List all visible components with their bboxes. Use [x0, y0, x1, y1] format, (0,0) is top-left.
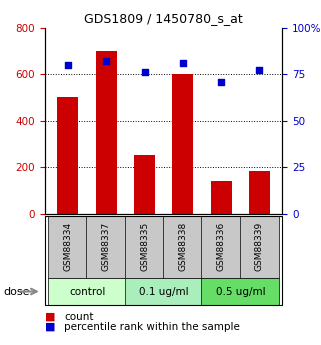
- Bar: [96, 51, 117, 214]
- Point: [104, 58, 109, 64]
- Text: 0.5 ug/ml: 0.5 ug/ml: [215, 287, 265, 296]
- Text: GSM88334: GSM88334: [64, 222, 73, 271]
- Text: GSM88338: GSM88338: [178, 222, 187, 271]
- Point: [219, 79, 224, 85]
- Text: GSM88336: GSM88336: [217, 222, 226, 271]
- Text: count: count: [64, 312, 94, 322]
- Text: GSM88339: GSM88339: [255, 222, 264, 271]
- Text: ■: ■: [45, 312, 56, 322]
- Text: percentile rank within the sample: percentile rank within the sample: [64, 322, 240, 332]
- Text: GSM88335: GSM88335: [140, 222, 149, 271]
- Title: GDS1809 / 1450780_s_at: GDS1809 / 1450780_s_at: [84, 12, 243, 25]
- Text: GSM88337: GSM88337: [102, 222, 111, 271]
- Bar: [57, 97, 78, 214]
- Point: [180, 60, 186, 66]
- Point: [65, 62, 71, 68]
- Text: control: control: [69, 287, 105, 296]
- Point: [142, 70, 147, 75]
- Bar: [134, 155, 155, 214]
- Text: ■: ■: [45, 322, 56, 332]
- Text: 0.1 ug/ml: 0.1 ug/ml: [139, 287, 188, 296]
- Bar: [249, 171, 270, 214]
- Bar: [211, 181, 232, 214]
- Bar: [172, 74, 194, 214]
- Text: dose: dose: [3, 287, 30, 296]
- Point: [257, 68, 262, 73]
